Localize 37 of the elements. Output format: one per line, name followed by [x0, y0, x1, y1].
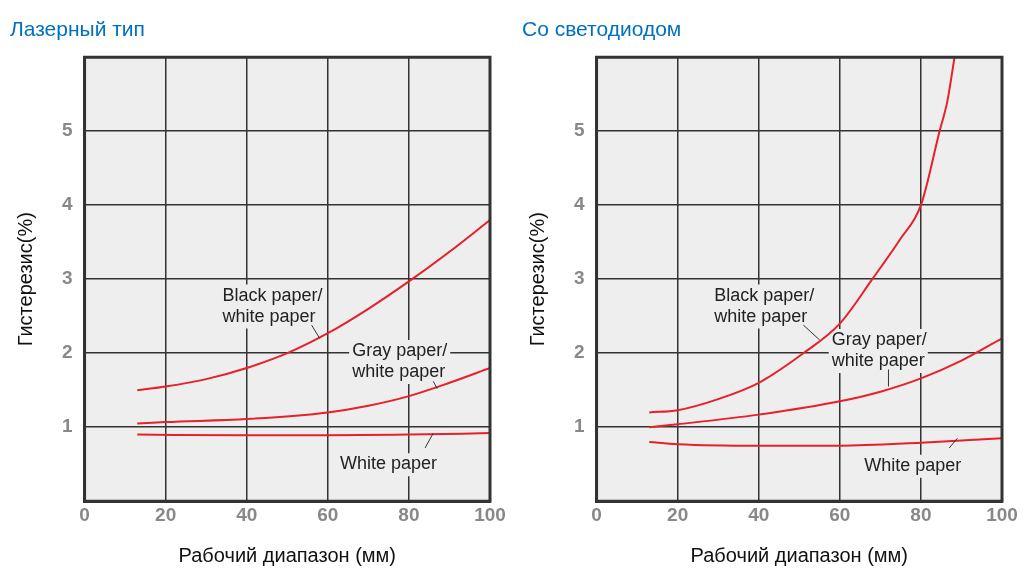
x-tick-label: 60 — [317, 503, 339, 525]
y-tick-label: 5 — [573, 119, 585, 141]
series-label: White paper — [864, 454, 962, 475]
x-tick-label: 80 — [910, 503, 932, 525]
x-axis-title: Рабочий диапазон (мм) — [690, 543, 909, 566]
x-tick-label: 0 — [591, 503, 602, 525]
x-tick-label: 40 — [236, 503, 258, 525]
y-tick-label: 3 — [573, 267, 585, 289]
y-tick-label: 4 — [573, 193, 585, 215]
chart-title: Лазерный тип — [10, 17, 145, 41]
x-tick-label: 40 — [748, 503, 770, 525]
line-series — [648, 57, 956, 414]
y-tick-label: 3 — [61, 267, 73, 289]
x-axis-title: Рабочий диапазон (мм) — [178, 543, 397, 566]
y-tick-label: 2 — [573, 341, 585, 363]
series-label: White paper — [339, 453, 438, 474]
line-series — [136, 219, 490, 392]
x-tick-label: 0 — [79, 503, 90, 525]
x-tick-label: 20 — [667, 503, 689, 525]
y-tick-label: 1 — [573, 415, 585, 437]
y-tick-label: 2 — [61, 341, 73, 363]
x-tick-label: 80 — [398, 503, 420, 525]
x-tick-label: 20 — [155, 503, 177, 525]
line-series — [648, 437, 1002, 447]
series-label: Black paper/ white paper — [713, 284, 815, 326]
x-tick-label: 100 — [986, 503, 1018, 525]
y-axis-title: Гистерезис(%) — [13, 212, 36, 347]
chart-title: Со светодиодом — [522, 17, 682, 41]
y-axis-title: Гистерезис(%) — [525, 212, 548, 347]
x-tick-label: 60 — [829, 503, 851, 525]
series-label: Gray paper/ white paper — [830, 328, 927, 370]
x-tick-label: 100 — [474, 503, 506, 525]
y-tick-label: 5 — [61, 119, 73, 141]
y-tick-label: 4 — [61, 193, 73, 215]
series-label: Black paper/ white paper — [221, 284, 323, 326]
y-tick-label: 1 — [61, 415, 73, 437]
series-label: Gray paper/ white paper — [351, 340, 448, 382]
